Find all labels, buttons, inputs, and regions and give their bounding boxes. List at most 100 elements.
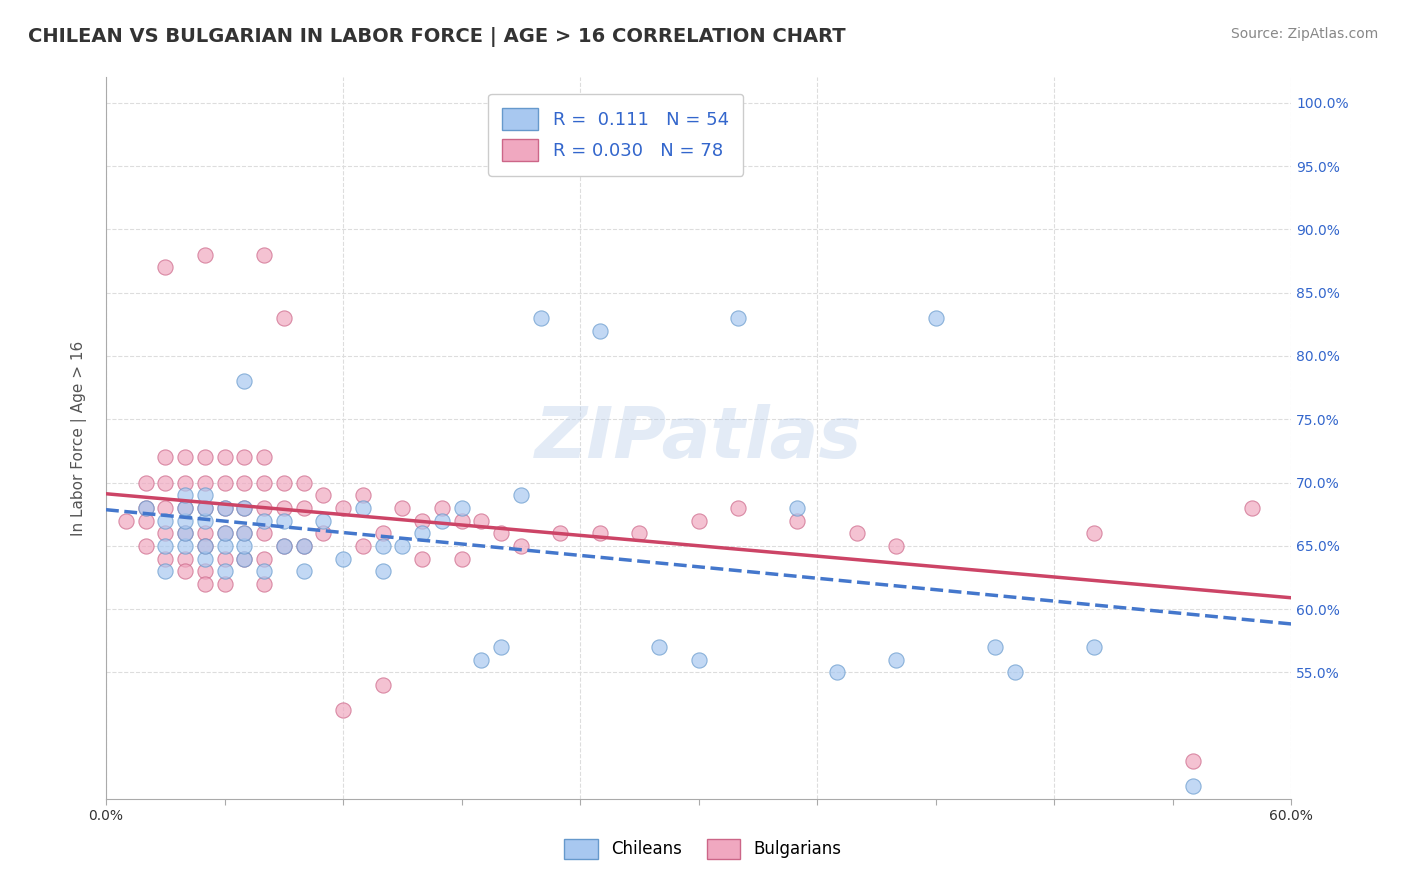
- Point: [233, 551, 256, 566]
- Point: [174, 526, 197, 541]
- Point: [134, 475, 156, 490]
- Point: [470, 653, 492, 667]
- Point: [391, 500, 413, 515]
- Point: [273, 310, 295, 325]
- Point: [233, 526, 256, 541]
- Point: [253, 577, 276, 591]
- Point: [628, 526, 651, 541]
- Point: [134, 514, 156, 528]
- Point: [450, 500, 472, 515]
- Point: [371, 539, 394, 553]
- Point: [371, 678, 394, 692]
- Point: [786, 500, 808, 515]
- Point: [352, 500, 374, 515]
- Point: [134, 500, 156, 515]
- Point: [312, 488, 335, 502]
- Point: [292, 475, 315, 490]
- Point: [194, 248, 217, 262]
- Point: [332, 500, 354, 515]
- Point: [1240, 500, 1263, 515]
- Point: [194, 500, 217, 515]
- Point: [253, 514, 276, 528]
- Point: [253, 526, 276, 541]
- Point: [174, 500, 197, 515]
- Point: [688, 514, 710, 528]
- Point: [194, 488, 217, 502]
- Point: [984, 640, 1007, 654]
- Point: [134, 539, 156, 553]
- Point: [155, 500, 177, 515]
- Legend: Chileans, Bulgarians: Chileans, Bulgarians: [558, 832, 848, 866]
- Point: [174, 526, 197, 541]
- Point: [194, 539, 217, 553]
- Point: [648, 640, 671, 654]
- Point: [155, 514, 177, 528]
- Point: [884, 653, 907, 667]
- Point: [174, 514, 197, 528]
- Point: [312, 526, 335, 541]
- Point: [233, 450, 256, 465]
- Point: [332, 703, 354, 717]
- Point: [509, 539, 531, 553]
- Point: [411, 514, 433, 528]
- Point: [214, 577, 236, 591]
- Point: [292, 539, 315, 553]
- Point: [233, 526, 256, 541]
- Point: [489, 526, 512, 541]
- Point: [312, 514, 335, 528]
- Point: [134, 500, 156, 515]
- Point: [174, 500, 197, 515]
- Point: [214, 526, 236, 541]
- Point: [391, 539, 413, 553]
- Point: [233, 551, 256, 566]
- Point: [786, 514, 808, 528]
- Point: [411, 551, 433, 566]
- Point: [214, 500, 236, 515]
- Point: [253, 564, 276, 578]
- Point: [450, 551, 472, 566]
- Text: Source: ZipAtlas.com: Source: ZipAtlas.com: [1230, 27, 1378, 41]
- Point: [489, 640, 512, 654]
- Point: [214, 564, 236, 578]
- Point: [233, 500, 256, 515]
- Point: [273, 514, 295, 528]
- Point: [174, 539, 197, 553]
- Point: [155, 551, 177, 566]
- Point: [925, 310, 948, 325]
- Point: [214, 551, 236, 566]
- Point: [174, 564, 197, 578]
- Point: [214, 500, 236, 515]
- Point: [371, 564, 394, 578]
- Point: [273, 475, 295, 490]
- Point: [1083, 640, 1105, 654]
- Point: [1083, 526, 1105, 541]
- Point: [214, 475, 236, 490]
- Point: [530, 310, 553, 325]
- Point: [825, 665, 848, 680]
- Point: [430, 500, 453, 515]
- Point: [253, 551, 276, 566]
- Point: [174, 450, 197, 465]
- Point: [688, 653, 710, 667]
- Point: [194, 539, 217, 553]
- Point: [292, 500, 315, 515]
- Point: [174, 488, 197, 502]
- Point: [155, 450, 177, 465]
- Point: [884, 539, 907, 553]
- Point: [273, 500, 295, 515]
- Point: [430, 514, 453, 528]
- Point: [253, 475, 276, 490]
- Point: [155, 260, 177, 275]
- Text: ZIPatlas: ZIPatlas: [534, 404, 862, 473]
- Point: [155, 564, 177, 578]
- Point: [155, 539, 177, 553]
- Legend: R =  0.111   N = 54, R = 0.030   N = 78: R = 0.111 N = 54, R = 0.030 N = 78: [488, 94, 744, 176]
- Point: [194, 526, 217, 541]
- Point: [727, 310, 749, 325]
- Point: [1004, 665, 1026, 680]
- Point: [155, 475, 177, 490]
- Point: [214, 539, 236, 553]
- Point: [1181, 780, 1204, 794]
- Point: [194, 514, 217, 528]
- Point: [214, 526, 236, 541]
